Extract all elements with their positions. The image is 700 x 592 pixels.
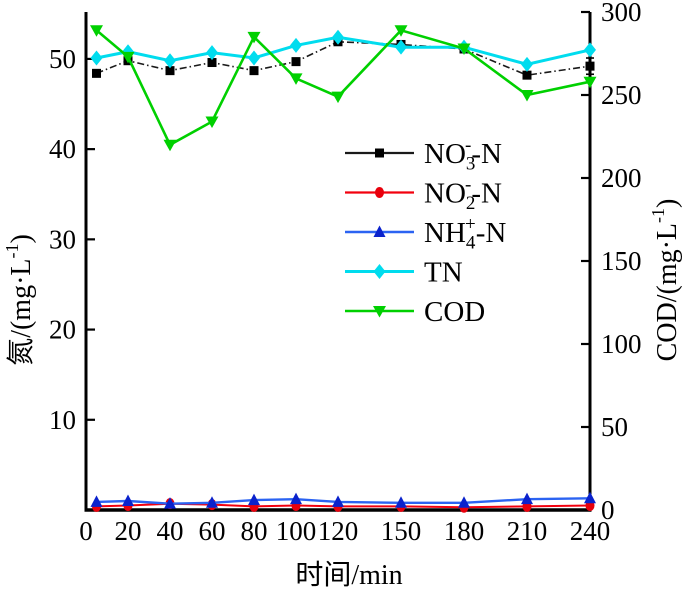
data-point-square	[291, 57, 301, 67]
y-right-tick-label: 50	[601, 412, 628, 442]
x-tick-label: 20	[115, 516, 142, 546]
y-left-tick-label: 50	[49, 44, 76, 74]
data-point-diamond	[90, 50, 103, 66]
x-tick-label: 120	[318, 516, 359, 546]
legend-label: TN	[424, 257, 463, 289]
data-point-triangle-down	[331, 91, 345, 104]
data-point-triangle-up	[395, 496, 407, 508]
series-tn	[90, 29, 596, 72]
y-left-tick-label: 30	[49, 224, 76, 254]
data-point-diamond	[521, 56, 533, 72]
data-point-triangle-up	[290, 492, 302, 505]
data-point-triangle-down	[90, 25, 103, 37]
data-point-triangle-down	[163, 139, 177, 152]
data-point-diamond	[332, 29, 344, 45]
legend-label: COD	[424, 296, 485, 328]
x-tick-labels: 0 20 40 60 80 100 120 150 180 210 240	[79, 501, 610, 546]
data-point-triangle-down	[394, 25, 408, 37]
data-point-triangle-down	[247, 31, 261, 44]
data-point-diamond	[206, 45, 218, 61]
data-point-diamond	[373, 264, 386, 279]
data-point-triangle-up	[248, 493, 260, 506]
x-tick-label: 0	[79, 516, 93, 546]
data-point-triangle-up	[458, 496, 470, 508]
data-point-triangle-up	[332, 495, 344, 507]
data-point-square	[522, 70, 532, 80]
y-right-tick-label: 300	[601, 0, 642, 27]
legend-label: NO3--N	[424, 135, 502, 175]
legend-label: NO2--N	[424, 174, 502, 214]
y-right-tick-label: 250	[601, 80, 642, 110]
data-point-triangle-down	[205, 116, 219, 129]
x-tick-label: 240	[570, 516, 611, 546]
x-tick-label: 150	[381, 516, 422, 546]
data-point-diamond	[164, 53, 176, 69]
series-nhn	[90, 491, 596, 509]
data-point-triangle-up	[584, 491, 596, 504]
data-point-diamond	[248, 50, 260, 66]
data-point-triangle-down	[457, 43, 471, 56]
x-tick-label: 180	[444, 516, 485, 546]
legend-item: NO2--N	[345, 174, 502, 214]
y-right-tick-label: 0	[601, 495, 615, 525]
legend-item: TN	[345, 257, 463, 289]
series-line	[95, 28, 591, 147]
data-point-triangle-down	[373, 306, 386, 318]
data-point-triangle-down	[583, 76, 597, 89]
series-cod	[90, 25, 597, 152]
y-left-tick-label: 20	[49, 315, 76, 345]
y-right-tick-label: 150	[601, 246, 642, 276]
y-right-tick-labels: 0 50 100 150 200 250 300	[581, 0, 642, 525]
data-point-square	[165, 66, 175, 76]
data-point-diamond	[290, 37, 302, 53]
data-point-diamond	[584, 42, 596, 58]
x-tick-label: 210	[507, 516, 548, 546]
data-point-square	[585, 61, 595, 71]
data-point-triangle-up	[206, 496, 218, 508]
data-point-triangle-down	[520, 90, 534, 102]
data-point-square	[207, 58, 217, 68]
data-point-triangle-up	[164, 497, 176, 509]
data-point-triangle-up	[90, 495, 103, 507]
y-right-tick-label: 100	[601, 329, 642, 359]
x-tick-label: 40	[157, 516, 184, 546]
x-tick-label: 60	[199, 516, 226, 546]
y-left-tick-labels: 10 20 30 40 50	[49, 44, 95, 435]
x-tick-label: 100	[276, 516, 317, 546]
data-point-triangle-down	[121, 51, 135, 64]
y-axis-right-title: COD/(mg·L-1)	[648, 199, 683, 362]
data-point-triangle-down	[289, 73, 303, 85]
data-point-square	[249, 66, 259, 76]
legend-label: NH4+-N	[424, 214, 506, 254]
x-tick-label: 80	[241, 516, 268, 546]
data-point-square	[375, 148, 384, 158]
data-point-square	[92, 68, 101, 78]
y-right-tick-label: 200	[601, 163, 642, 193]
y-left-tick-label: 40	[49, 134, 76, 164]
legend-item: NO3--N	[345, 135, 502, 175]
data-point-triangle-up	[122, 494, 134, 506]
data-point-circle	[375, 187, 384, 198]
y-axis-left-title: 氮/(mg·L-1)	[2, 234, 37, 366]
data-point-triangle-up	[373, 225, 386, 237]
legend-item: NH4+-N	[345, 214, 506, 254]
y-left-tick-label: 10	[49, 405, 76, 435]
x-axis-title: 时间/min	[295, 559, 402, 591]
data-point-diamond	[395, 39, 407, 55]
legend-item: COD	[345, 296, 485, 328]
data-point-triangle-up	[521, 492, 533, 505]
